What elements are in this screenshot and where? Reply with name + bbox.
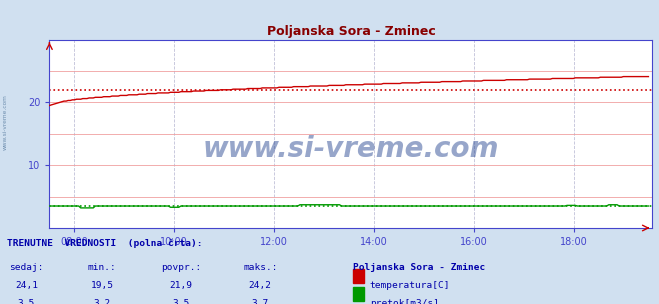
Text: povpr.:: povpr.:	[161, 263, 202, 272]
Title: Poljanska Sora - Zminec: Poljanska Sora - Zminec	[266, 25, 436, 38]
Text: 3,7: 3,7	[252, 299, 269, 304]
Text: 3,2: 3,2	[94, 299, 111, 304]
Text: 24,1: 24,1	[15, 281, 38, 290]
Text: 24,2: 24,2	[249, 281, 272, 290]
Text: www.si-vreme.com: www.si-vreme.com	[203, 135, 499, 163]
Text: 3,5: 3,5	[18, 299, 35, 304]
Text: maks.:: maks.:	[243, 263, 277, 272]
Text: www.si-vreme.com: www.si-vreme.com	[3, 94, 8, 150]
Text: 3,5: 3,5	[173, 299, 190, 304]
Text: 19,5: 19,5	[91, 281, 113, 290]
Text: pretok[m3/s]: pretok[m3/s]	[370, 299, 439, 304]
Text: TRENUTNE  VREDNOSTI  (polna črta):: TRENUTNE VREDNOSTI (polna črta):	[7, 239, 202, 248]
Text: 21,9: 21,9	[170, 281, 192, 290]
Text: temperatura[C]: temperatura[C]	[370, 281, 450, 290]
Text: Poljanska Sora - Zminec: Poljanska Sora - Zminec	[353, 263, 485, 272]
Text: sedaj:: sedaj:	[9, 263, 43, 272]
Text: min.:: min.:	[88, 263, 117, 272]
